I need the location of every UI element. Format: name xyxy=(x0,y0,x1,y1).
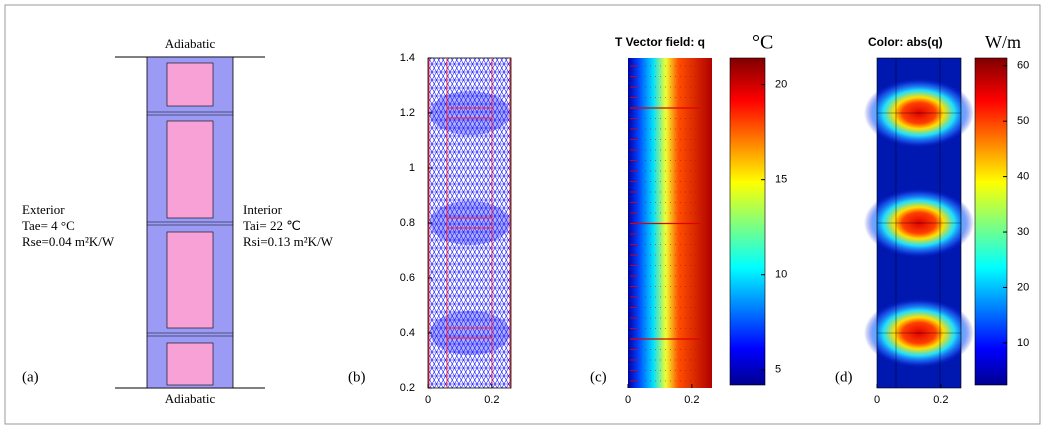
panel-label: (d) xyxy=(835,369,853,385)
colorbar-tick-label: 30 xyxy=(1017,226,1029,238)
y-tick-label: 0.8 xyxy=(400,217,415,229)
colorbar-tick-label: 20 xyxy=(775,79,787,91)
wall-section xyxy=(115,56,265,389)
x-tick-label: 0.2 xyxy=(933,394,948,406)
colorbar-tick-label: 15 xyxy=(775,174,787,186)
colorbar-tick-label: 40 xyxy=(1017,171,1029,183)
mesh xyxy=(427,57,512,389)
y-tick-label: 1 xyxy=(409,162,415,174)
x-tick-label: 0 xyxy=(874,394,880,406)
x-tick-label: 0.2 xyxy=(684,394,699,406)
interior-temp: Tai= 22 ℃ xyxy=(243,218,301,233)
interior-label: Interior xyxy=(243,202,283,217)
x-tick-label: 0.2 xyxy=(484,394,499,406)
panel-title: T Vector field: q xyxy=(615,35,705,49)
colorbar xyxy=(974,57,1008,386)
x-tick-label: 0 xyxy=(425,394,431,406)
y-tick-label: 0.6 xyxy=(400,272,415,284)
y-tick-label: 0.2 xyxy=(400,382,415,394)
exterior-label: Exterior xyxy=(22,202,65,217)
panel-label: (b) xyxy=(348,369,366,385)
exterior-temp: Tae= 4 °C xyxy=(22,218,75,233)
colorbar xyxy=(729,57,766,386)
interior-resistance: Rsi=0.13 m²K/W xyxy=(243,234,334,249)
colorbar-unit: °C xyxy=(752,32,773,54)
flux-arrows xyxy=(630,65,712,382)
y-tick-label: 1.2 xyxy=(400,107,415,119)
colorbar-unit: W/m xyxy=(985,32,1021,52)
colorbar-tick-label: 10 xyxy=(775,269,787,281)
colorbar-tick-label: 20 xyxy=(1017,281,1029,293)
colorbar-tick-label: 60 xyxy=(1017,60,1029,72)
x-tick-label: 0 xyxy=(625,394,631,406)
colorbar-tick-label: 10 xyxy=(1017,337,1029,349)
flux-magnitude xyxy=(864,57,974,389)
bottom-label: Adiabatic xyxy=(165,391,216,406)
panel-label: (a) xyxy=(22,369,39,385)
panel-label: (c) xyxy=(590,369,607,385)
colorbar-tick-label: 5 xyxy=(775,364,781,376)
exterior-resistance: Rse=0.04 m²K/W xyxy=(22,234,115,249)
y-tick-label: 0.4 xyxy=(400,327,415,339)
frame xyxy=(4,4,1041,425)
top-label: Adiabatic xyxy=(165,36,216,51)
y-tick-label: 1.4 xyxy=(400,52,415,64)
colorbar-tick-label: 50 xyxy=(1017,115,1029,127)
panel-title: Color: abs(q) xyxy=(868,35,943,49)
